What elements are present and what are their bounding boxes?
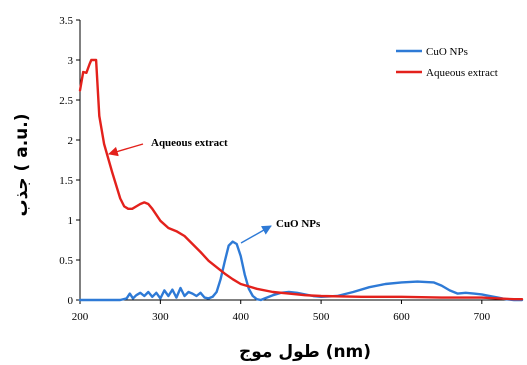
y-tick-label: 0.5	[59, 255, 73, 267]
y-tick-label: 3.5	[59, 15, 73, 27]
axes	[79, 20, 522, 301]
x-tick-label: 200	[72, 311, 89, 323]
y-tick-label: 3	[68, 55, 74, 67]
series-line-cuo-nps	[78, 240, 524, 302]
x-axis-ticks: 200 300 400 500 600 700	[72, 300, 491, 323]
annotation-label-cuo: CuO NPs	[276, 218, 321, 230]
x-tick-label: 500	[313, 311, 330, 323]
series-line-aqueous-extract	[78, 58, 524, 301]
x-axis-title: طول موج (nm)	[239, 342, 371, 362]
y-tick-label: 0	[68, 295, 74, 307]
y-tick-label: 2	[68, 135, 74, 147]
y-axis-ticks: 0 0.5 1 1.5 2 2.5 3 3.5	[59, 15, 80, 307]
annotation-arrow-cuo	[240, 225, 272, 244]
y-tick-label: 1	[68, 215, 74, 227]
annotations: Aqueous extract CuO NPs	[108, 137, 321, 244]
y-tick-label: 2.5	[59, 95, 73, 107]
annotation-label-aqueous: Aqueous extract	[151, 137, 228, 149]
y-tick-label: 1.5	[59, 175, 73, 187]
legend-label-aqueous: Aqueous extract	[426, 67, 498, 79]
legend-label-cuo: CuO NPs	[426, 46, 468, 58]
y-axis-title: جذب ( a.u.)	[12, 113, 32, 216]
legend: CuO NPs Aqueous extract	[396, 46, 498, 79]
x-tick-label: 300	[152, 311, 169, 323]
x-tick-label: 700	[474, 311, 491, 323]
annotation-arrow-aqueous	[108, 143, 144, 157]
x-tick-label: 400	[232, 311, 249, 323]
series-layer	[78, 58, 524, 302]
x-tick-label: 600	[393, 311, 410, 323]
